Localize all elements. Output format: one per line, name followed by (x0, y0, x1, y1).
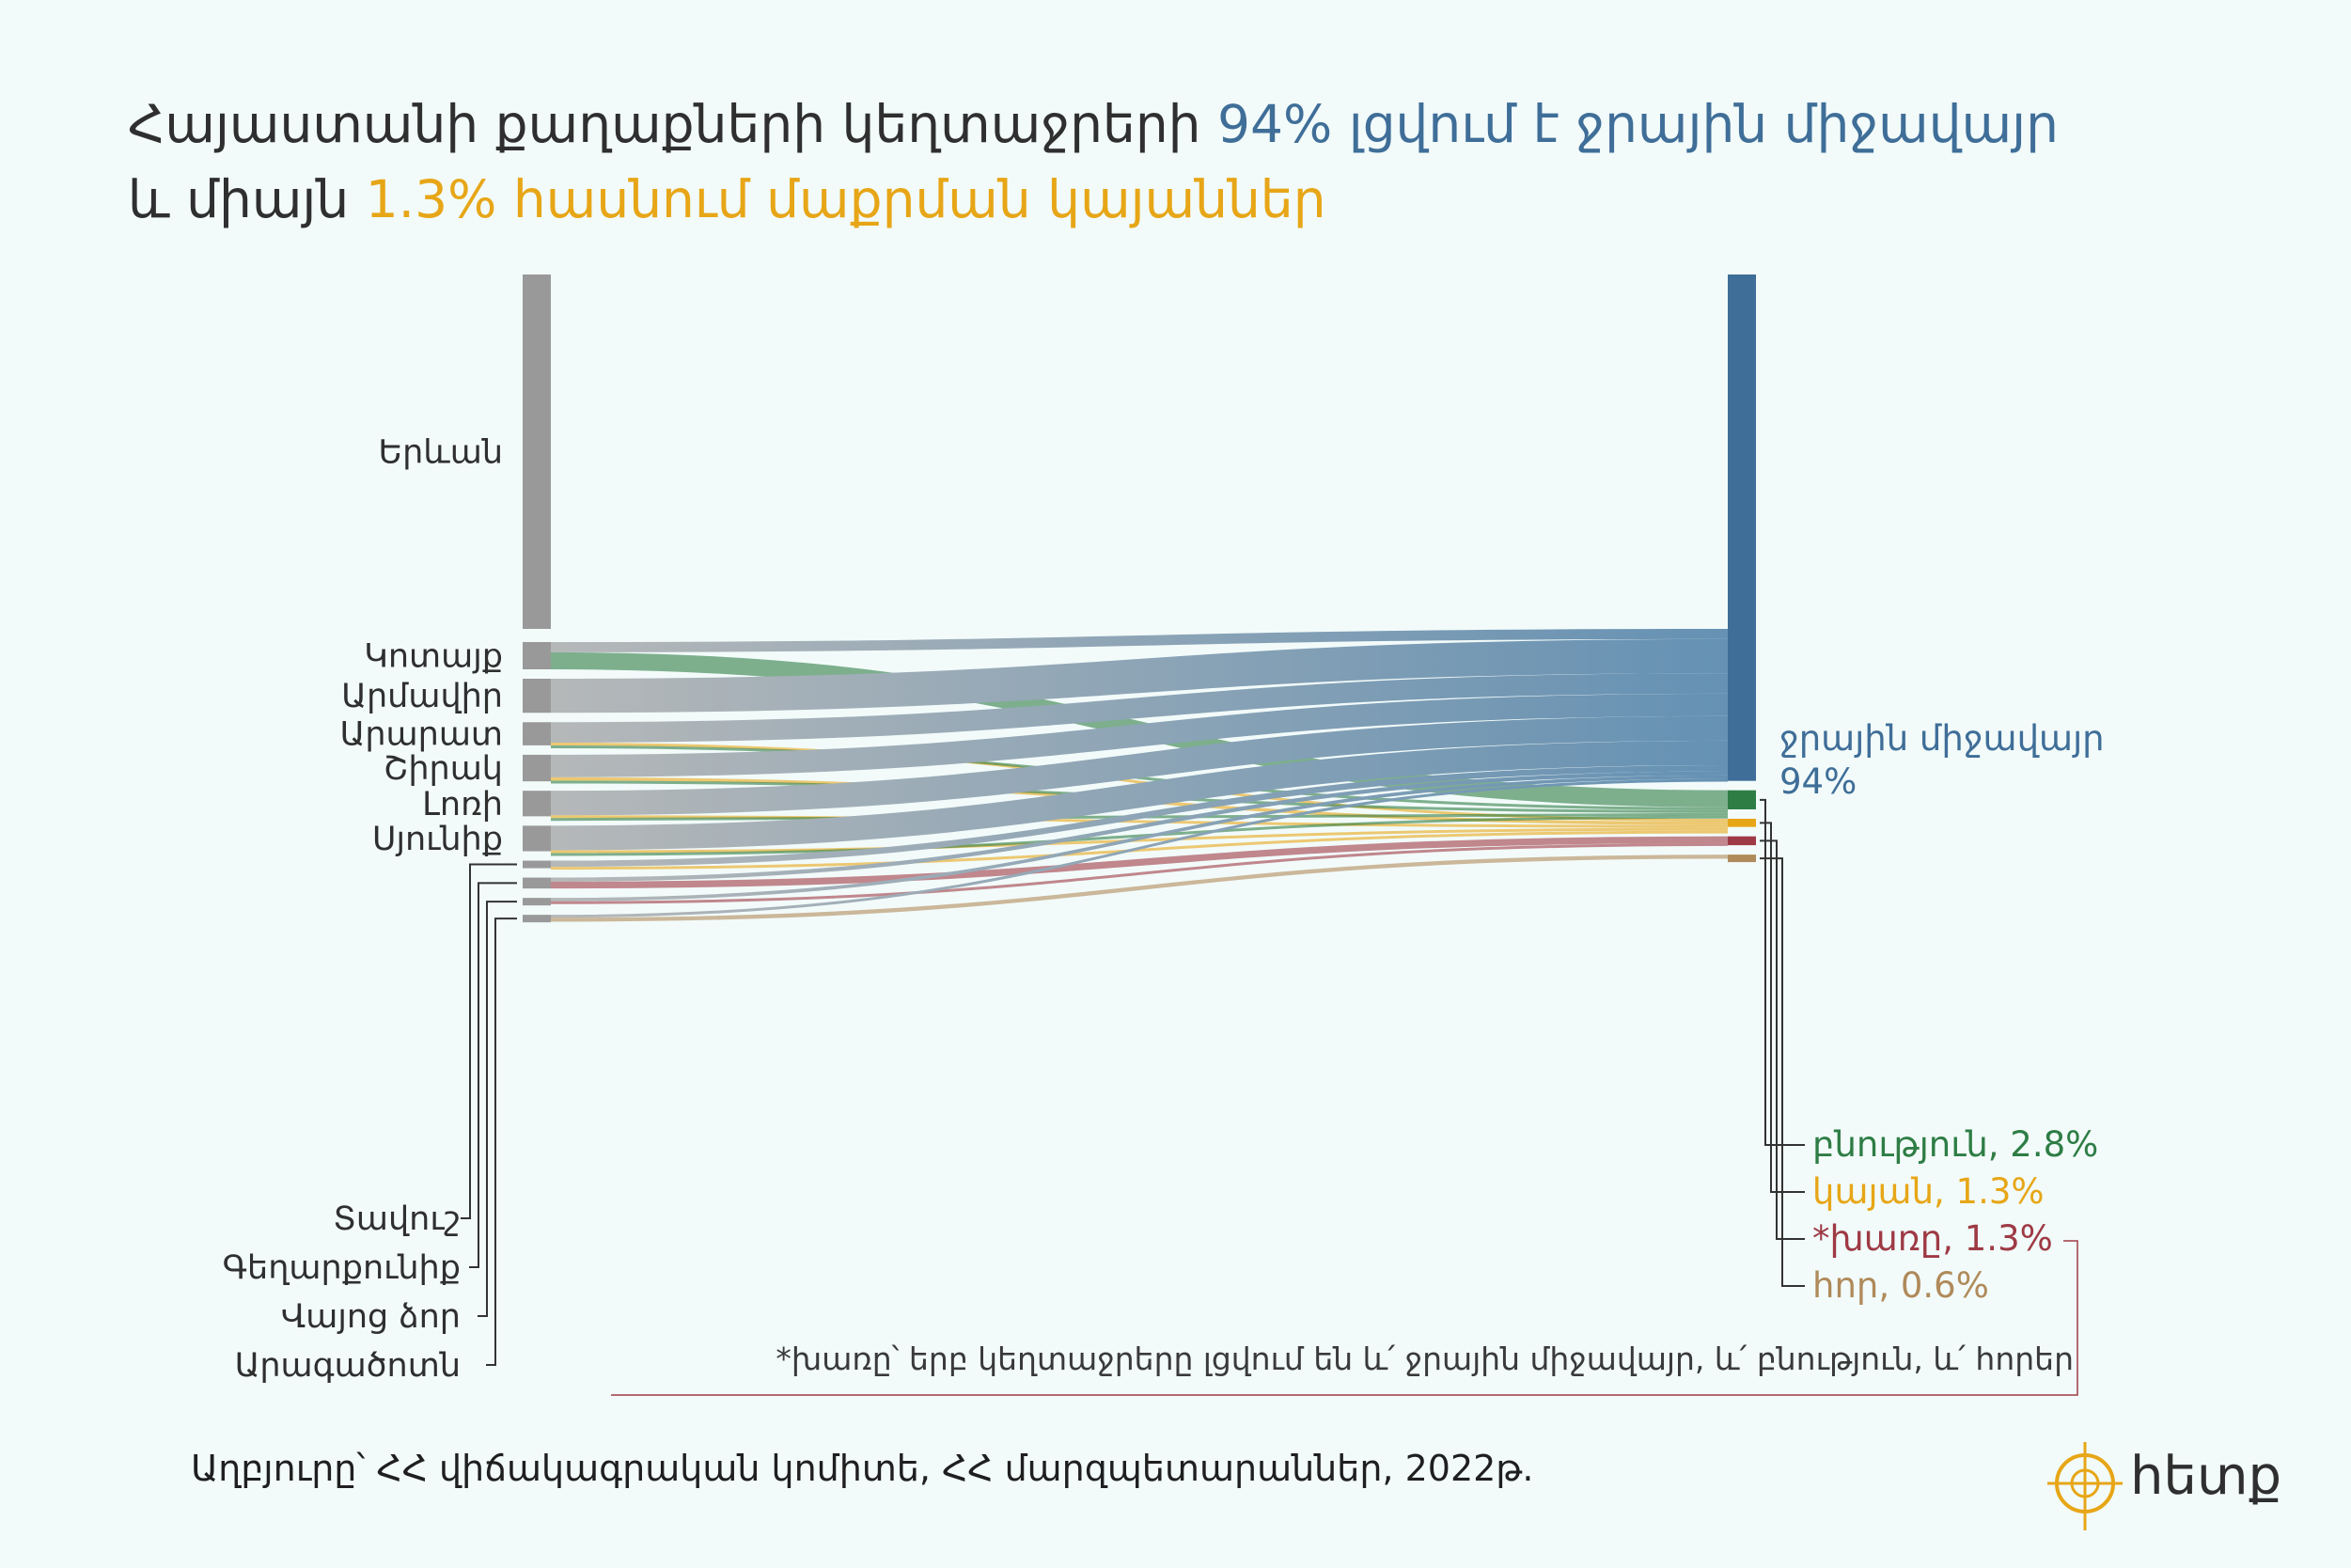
node-labels: Երևան ԿոտայքԱրմավիրԱրարատՇիրակԼոռիՍյունիք… (223, 434, 2105, 1396)
footnote: *խառը՝ երբ կեղտաջրերը լցվում են և՛ ջրայի… (776, 1341, 2074, 1377)
source-label: Երևան (379, 434, 503, 472)
compass-logo-icon (2047, 1442, 2123, 1530)
flow-link (550, 673, 1729, 743)
target-label: կայան, 1.3% (1812, 1171, 2045, 1212)
source-node (523, 825, 551, 852)
source-node (523, 679, 551, 713)
source-label: Լոռի (422, 786, 503, 823)
footnote-bracket (611, 1240, 2078, 1396)
flow-link (550, 629, 1729, 652)
title-line2-highlight: 1.3% հասնում մաքրման կայաններ (365, 169, 1326, 229)
source-label: Սյունիք (372, 821, 503, 858)
leader-line (461, 863, 517, 1219)
target-node (1728, 836, 1756, 846)
flow-link (550, 715, 1729, 816)
source-node (523, 754, 551, 782)
flow-link (550, 827, 1729, 854)
title-line2-start: և միայն (128, 169, 366, 229)
source-node (523, 860, 551, 869)
source-node (523, 915, 551, 923)
target-node (1728, 855, 1756, 863)
leader-line (486, 917, 517, 1366)
flow-link (550, 765, 1729, 868)
target-label: բնություն, 2.8% (1812, 1124, 2098, 1165)
title-line1-start: Հայաստանի քաղաքների կեղտաջրերի (128, 94, 1218, 154)
source-label: Արարատ (340, 716, 503, 754)
target-label: *խառը, 1.3% (1812, 1218, 2053, 1259)
flow-link (550, 842, 1729, 904)
flow-link (550, 855, 1729, 922)
chart-title: Հայաստանի քաղաքների կեղտաջրերի 94% լցվու… (128, 86, 2290, 237)
source-label: Արագածոտն (235, 1347, 461, 1385)
flow-link (550, 778, 1729, 918)
source-label: Շիրակ (384, 750, 503, 788)
leader-line (1760, 839, 1805, 1240)
target-node (1728, 790, 1756, 809)
source-label: Գեղարքունիք (223, 1249, 461, 1287)
source-node (523, 877, 551, 889)
flow-link (550, 775, 1729, 902)
source-node (523, 642, 551, 669)
flow-link (550, 830, 1729, 870)
source-label: Վայոց ձոր (281, 1298, 461, 1336)
leader-line (478, 901, 517, 1317)
source-label: Արմավիր (341, 678, 503, 715)
flow-link (550, 740, 1729, 851)
logo-text: հետք (2130, 1446, 2282, 1507)
source-node (523, 898, 551, 906)
target-label: հոր, 0.6% (1812, 1265, 1989, 1306)
flow-links (550, 274, 1729, 922)
flow-link (550, 771, 1729, 882)
target-label: ջրային միջավայր 94% (1779, 718, 2105, 802)
leader-line (1760, 798, 1805, 1146)
flow-link (550, 836, 1729, 889)
flow-link (550, 815, 1729, 856)
title-line1-highlight: 94% լցվում է ջրային միջավայր (1217, 94, 2059, 154)
source-node (523, 274, 551, 629)
leader-line (469, 882, 517, 1268)
target-node (1728, 818, 1756, 827)
flow-link (550, 638, 1729, 713)
source-label: Կոտայք (364, 638, 503, 676)
source-note: Աղբյուրը՝ ՀՀ վիճակագրական կոմիտե, ՀՀ մար… (191, 1448, 1534, 1489)
flow-link (550, 693, 1729, 777)
target-node (1728, 274, 1756, 781)
source-label: Տավուշ (333, 1200, 461, 1238)
source-node (523, 791, 551, 817)
source-node (523, 722, 551, 745)
leader-line (1760, 822, 1805, 1193)
leader-line (1760, 857, 1805, 1287)
nodes (523, 274, 1756, 923)
